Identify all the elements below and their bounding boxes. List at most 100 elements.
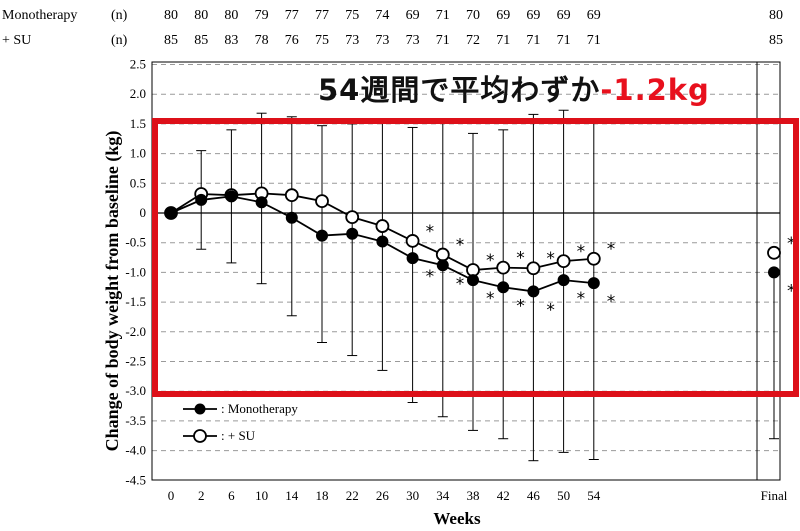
n-cell: 73 bbox=[375, 33, 389, 48]
y-tick-label: 0 bbox=[140, 205, 147, 220]
su-point bbox=[345, 210, 360, 225]
n-cell: 69 bbox=[406, 8, 420, 23]
monotherapy-point bbox=[255, 196, 268, 209]
x-tick-label: 50 bbox=[557, 488, 570, 503]
y-tick-label: -2.5 bbox=[125, 354, 146, 369]
monotherapy-point bbox=[346, 227, 359, 240]
monotherapy-significance-star: * bbox=[426, 267, 435, 287]
highlight-box bbox=[152, 118, 799, 397]
n-cell: 75 bbox=[345, 8, 359, 23]
y-tick-label: -1.5 bbox=[125, 294, 146, 309]
n-cell: 72 bbox=[466, 33, 480, 48]
legend-label: : Monotherapy bbox=[221, 401, 298, 416]
monotherapy-point bbox=[406, 252, 419, 265]
monotherapy-significance-star: * bbox=[787, 281, 796, 301]
monotherapy-significance-star: * bbox=[546, 300, 555, 320]
x-axis-label: Weeks bbox=[433, 509, 481, 528]
monotherapy-point bbox=[768, 266, 780, 279]
n-cell: 80 bbox=[194, 8, 208, 23]
n-row-label: + SU bbox=[2, 33, 31, 48]
n-cell: 80 bbox=[769, 8, 783, 23]
monotherapy-point bbox=[527, 285, 540, 298]
monotherapy-point bbox=[225, 190, 238, 203]
su-point bbox=[496, 260, 511, 275]
x-tick-label: 2 bbox=[198, 488, 205, 503]
y-tick-label: -3.0 bbox=[125, 383, 146, 398]
x-tick-label: 6 bbox=[228, 488, 235, 503]
su-point bbox=[556, 254, 571, 269]
su-point bbox=[435, 247, 450, 262]
y-tick-label: -4.5 bbox=[125, 472, 146, 487]
su-significance-star: * bbox=[787, 234, 796, 254]
n-cell: 85 bbox=[769, 33, 783, 48]
n-cell: 78 bbox=[255, 33, 269, 48]
n-cell: 71 bbox=[557, 33, 571, 48]
su-point bbox=[405, 234, 420, 248]
su-significance-star: * bbox=[426, 222, 435, 242]
monotherapy-point bbox=[436, 259, 449, 272]
monotherapy-point bbox=[165, 207, 177, 219]
n-cell: 80 bbox=[164, 8, 178, 23]
banner-callout: 54週間で平均わずか-1.2kg bbox=[318, 70, 798, 110]
x-tick-label: 0 bbox=[168, 488, 175, 503]
n-cell: 69 bbox=[557, 8, 571, 23]
monotherapy-point bbox=[557, 274, 570, 287]
x-tick-label: 18 bbox=[316, 488, 329, 503]
monotherapy-point bbox=[467, 274, 479, 287]
n-cell: 85 bbox=[194, 33, 208, 48]
significance-markers: * * * * * * * * * * * * * * * * bbox=[426, 222, 796, 320]
y-tick-label: 2.5 bbox=[130, 57, 146, 72]
x-tick-label: 34 bbox=[436, 488, 450, 503]
su-point bbox=[375, 219, 390, 233]
x-tick-label: 54 bbox=[587, 488, 601, 503]
banner-value: -1.2kg bbox=[600, 73, 710, 107]
su-significance-star: * bbox=[486, 251, 495, 271]
axes bbox=[151, 61, 781, 481]
n-cell: 71 bbox=[436, 8, 450, 23]
y-tick-label: 1.0 bbox=[130, 146, 146, 161]
su-significance-star: * bbox=[607, 240, 616, 260]
y-tick-label: -2.0 bbox=[125, 324, 146, 339]
x-tick-label: 14 bbox=[285, 488, 299, 503]
legend-label: : + SU bbox=[221, 428, 256, 443]
n-row-unit: (n) bbox=[111, 33, 128, 48]
monotherapy-significance-star: * bbox=[607, 292, 616, 312]
n-cell: 85 bbox=[164, 33, 178, 48]
y-tick-label: 1.5 bbox=[130, 116, 146, 131]
n-cell: 83 bbox=[224, 33, 238, 48]
monotherapy-point bbox=[587, 277, 600, 290]
x-tick-label: 38 bbox=[467, 488, 480, 503]
n-cell: 77 bbox=[285, 8, 299, 23]
monotherapy-point bbox=[195, 193, 208, 206]
x-tick-label: 46 bbox=[527, 488, 541, 503]
monotherapy-point bbox=[285, 211, 298, 224]
legend-filled-marker bbox=[194, 403, 206, 415]
monotherapy-point bbox=[376, 235, 389, 248]
n-cell: 73 bbox=[406, 33, 420, 48]
x-tick-label: 26 bbox=[376, 488, 390, 503]
n-cell: 71 bbox=[436, 33, 450, 48]
n-cell: 71 bbox=[587, 33, 601, 48]
banner-text: 54週間で平均わずか bbox=[318, 73, 601, 107]
n-cell: 74 bbox=[375, 8, 389, 23]
n-cell: 73 bbox=[345, 33, 359, 48]
n-cell: 80 bbox=[224, 8, 238, 23]
su-point bbox=[767, 245, 781, 260]
y-tick-label: -3.5 bbox=[125, 413, 146, 428]
monotherapy-significance-star: * bbox=[516, 296, 525, 316]
x-tick-label: Final bbox=[761, 488, 788, 503]
monotherapy-point bbox=[316, 229, 328, 242]
x-tick-label: 22 bbox=[346, 488, 359, 503]
su-significance-star: * bbox=[516, 249, 525, 269]
monotherapy-significance-star: * bbox=[456, 274, 465, 294]
su-significance-star: * bbox=[546, 249, 555, 269]
y-tick-label: -4.0 bbox=[125, 443, 146, 458]
n-cell: 71 bbox=[526, 33, 540, 48]
n-cell: 70 bbox=[466, 8, 480, 23]
y-tick-labels: 2.5 2.0 1.5 1.0 0.5 0 -0.5 -1.0 -1.5 -2.0 -2.5 -3.0… bbox=[125, 57, 146, 488]
n-cell: 69 bbox=[587, 8, 601, 23]
n-cell: 69 bbox=[526, 8, 540, 23]
n-cell: 69 bbox=[496, 8, 510, 23]
legend: : Monotherapy : + SU bbox=[183, 401, 298, 443]
